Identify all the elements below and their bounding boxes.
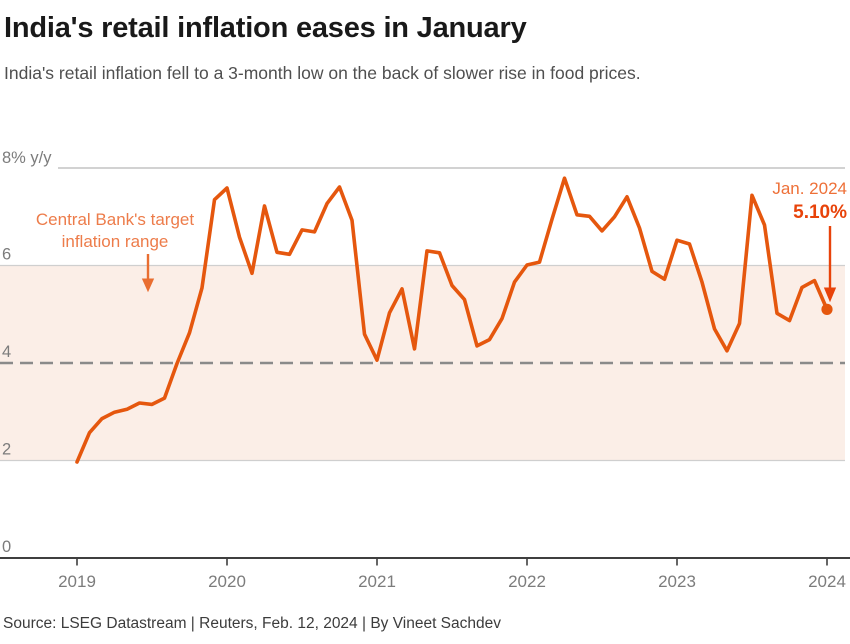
latest-point-arrow-icon [823, 226, 837, 303]
y-tick-label-0: 0 [2, 538, 11, 556]
y-axis-unit-label: 8% y/y [2, 149, 52, 167]
x-tick-label-2021: 2021 [358, 572, 396, 591]
series-layer [75, 176, 833, 464]
page-subtitle: India's retail inflation fell to a 3-mon… [4, 63, 641, 83]
latest-point-value-label: 5.10% [793, 202, 847, 223]
y-tick-label-2: 2 [2, 441, 11, 459]
target-range-label-line2: inflation range [62, 232, 169, 251]
x-tick-label-2024: 2024 [808, 572, 846, 591]
target-range-label-line1: Central Bank's target [36, 210, 194, 229]
y-tick-label-4: 4 [2, 343, 11, 361]
y-tick-label-6: 6 [2, 246, 11, 264]
target-range-arrow-icon [141, 254, 155, 293]
gridline-layer [0, 167, 845, 462]
page-title: India's retail inflation eases in Januar… [4, 12, 527, 44]
x-tick-label-2019: 2019 [58, 572, 96, 591]
latest-point-date-label: Jan. 2024 [772, 179, 847, 198]
x-tick-label-2020: 2020 [208, 572, 246, 591]
source-attribution: Source: LSEG Datastream | Reuters, Feb. … [3, 615, 502, 632]
latest-point-dot [821, 303, 833, 315]
axis-layer: 2019 2020 2021 2022 2023 2024 0 2 4 6 [0, 246, 850, 591]
x-tick-label-2023: 2023 [658, 572, 696, 591]
inflation-line [75, 176, 829, 464]
x-tick-label-2022: 2022 [508, 572, 546, 591]
